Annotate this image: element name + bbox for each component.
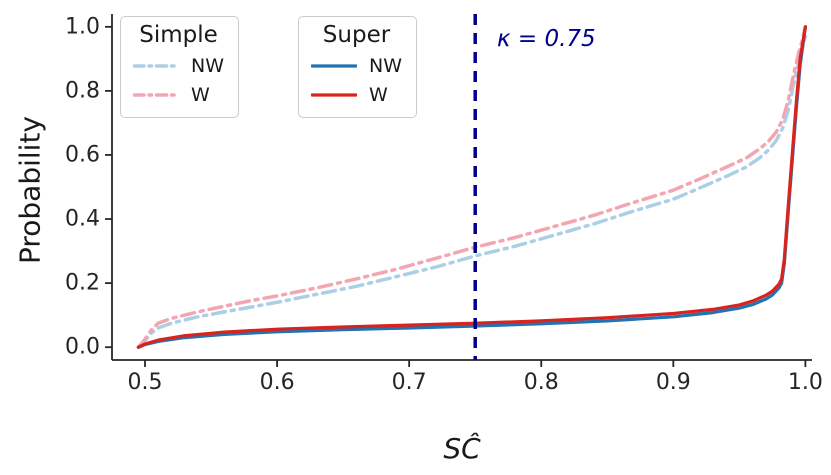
legend-simple: Simple NW W bbox=[120, 16, 239, 118]
legend-simple-title: Simple bbox=[139, 22, 218, 48]
legend-sample-svg bbox=[133, 63, 179, 68]
legend-sample-line-simple-nw bbox=[133, 56, 179, 76]
x-tick-label: 0.9 bbox=[655, 370, 691, 395]
legend-label-simple-w: W bbox=[191, 83, 210, 106]
legend-row-simple-w: W bbox=[133, 80, 224, 109]
legend-sample-svg bbox=[133, 92, 179, 97]
legend-sample-svg bbox=[311, 92, 357, 97]
x-tick-label: 1.0 bbox=[787, 370, 823, 395]
y-tick-label: 0.4 bbox=[65, 206, 100, 232]
legend-sample-line-super-w bbox=[311, 85, 357, 105]
legend-label-super-w: W bbox=[369, 83, 388, 106]
x-tick-label: 0.6 bbox=[259, 370, 295, 395]
y-tick-label: 0.8 bbox=[65, 78, 100, 104]
legend-label-simple-nw: NW bbox=[191, 54, 224, 77]
legend-label-super-nw: NW bbox=[369, 54, 402, 77]
y-tick-label: 0.2 bbox=[65, 270, 100, 296]
x-tick-label: 0.7 bbox=[391, 370, 427, 395]
x-tick-label: 0.8 bbox=[523, 370, 559, 395]
y-tick-label: 0.6 bbox=[65, 142, 100, 168]
kappa-annotation: κ = 0.75 bbox=[497, 26, 596, 52]
y-tick-label: 0.0 bbox=[65, 334, 100, 360]
x-tick-label: 0.5 bbox=[127, 370, 163, 395]
legend-sample-line-super-nw bbox=[311, 56, 357, 76]
y-axis-label: Probability bbox=[13, 115, 47, 265]
legend-sample-line-simple-w bbox=[133, 85, 179, 105]
legend-row-super-w: W bbox=[311, 80, 402, 109]
series-line-super_w bbox=[136, 25, 808, 349]
series-line-simple_w bbox=[136, 25, 808, 349]
x-axis-label-text: SĈ bbox=[443, 432, 481, 465]
x-axis-label: SĈ bbox=[443, 432, 480, 465]
legend-row-simple-nw: NW bbox=[133, 51, 224, 80]
series-line-simple_nw bbox=[136, 34, 808, 349]
legend-super: Super NW W bbox=[298, 16, 417, 118]
legend-row-super-nw: NW bbox=[311, 51, 402, 80]
y-tick-label: 1.0 bbox=[65, 14, 100, 40]
legend-super-title: Super bbox=[322, 22, 391, 48]
legend-sample-svg bbox=[311, 63, 357, 68]
